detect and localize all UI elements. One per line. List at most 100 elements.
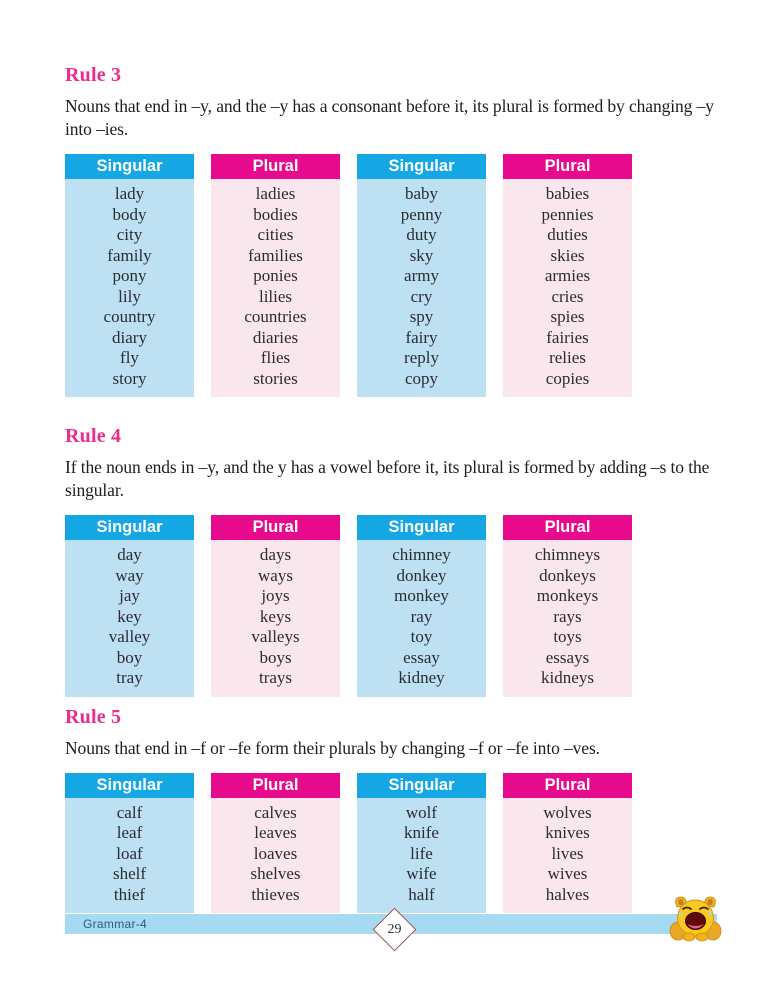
word-item: ladies — [255, 184, 296, 203]
word-item: army — [404, 266, 439, 285]
plural-column: Plural days ways joys keys valleys boys trays — [211, 515, 340, 697]
plural-header: Plural — [503, 154, 632, 179]
word-item: story — [112, 368, 147, 388]
word-item: copy — [404, 368, 439, 388]
word-item: diary — [112, 327, 147, 347]
word-item: body — [112, 204, 147, 224]
word-table-group: Singular day way jay key valley boy tray Plura… — [65, 515, 632, 697]
singular-header: Singular — [357, 515, 486, 540]
word-table-group: Singular lady body city family pony lily count… — [65, 154, 632, 397]
singular-header: Singular — [357, 772, 486, 798]
word-item: jay — [119, 586, 140, 605]
word-item: pennies — [541, 204, 594, 224]
word-item: relies — [549, 348, 586, 367]
rule-title: Rule 3 — [65, 64, 122, 86]
word-item: shelf — [112, 864, 147, 883]
word-item: calves — [254, 802, 297, 822]
word-item: fly — [120, 348, 139, 367]
plural-header: Plural — [211, 154, 340, 179]
singular-column: Singular wolf knife life wife half — [357, 772, 486, 913]
word-table-group: Singular calf leaf loaf shelf thief Plural c… — [65, 772, 632, 913]
word-item: thief — [113, 884, 146, 904]
footer-book-label: Grammar-4 — [83, 917, 148, 931]
word-item: calf — [116, 802, 143, 822]
word-item: knife — [404, 823, 439, 842]
rule-title: Rule 4 — [65, 425, 122, 447]
rule-title: Rule 5 — [65, 705, 122, 728]
word-item: country — [103, 307, 156, 326]
word-item: countries — [244, 307, 307, 326]
word-item: chimneys — [534, 545, 601, 564]
word-item: lilies — [258, 286, 293, 306]
word-item: chimney — [392, 545, 451, 564]
singular-words: day way jay key valley boy tray — [65, 540, 194, 697]
plural-words: calves leaves loaves shelves thieves — [211, 797, 340, 913]
word-item: valleys — [251, 627, 300, 646]
word-item: ray — [410, 606, 433, 626]
singular-words: lady body city family pony lily country diary fl… — [65, 179, 194, 397]
word-item: diaries — [252, 327, 299, 347]
word-item: lady — [114, 184, 145, 203]
word-item: ways — [258, 565, 293, 585]
word-item: spy — [409, 307, 434, 326]
word-item: penny — [400, 204, 443, 224]
page-number: 29 — [387, 921, 402, 937]
word-item: keys — [259, 606, 292, 626]
word-item: loaves — [253, 843, 298, 863]
word-item: families — [248, 245, 303, 265]
rule-section-3: Rule 3 Nouns that end in –y, and the –y … — [65, 64, 735, 397]
word-item: leaves — [254, 823, 297, 842]
word-item: monkey — [394, 586, 449, 605]
plural-header: Plural — [211, 515, 340, 540]
word-item: flies — [260, 348, 291, 367]
singular-column: Singular chimney donkey monkey ray toy essay k… — [357, 515, 486, 697]
plural-words: wolves knives lives wives halves — [503, 797, 632, 913]
word-item: kidney — [398, 668, 445, 687]
word-item: way — [115, 565, 144, 585]
word-item: sky — [409, 245, 434, 265]
word-item: ponies — [253, 266, 298, 285]
word-item: spies — [550, 307, 585, 326]
plural-column: Plural wolves knives lives wives halves — [503, 772, 632, 913]
singular-words: chimney donkey monkey ray toy essay kidney — [357, 540, 486, 697]
word-item: boys — [259, 647, 292, 667]
word-item: loaf — [116, 843, 143, 863]
word-item: rays — [553, 606, 582, 626]
word-item: duties — [547, 225, 588, 244]
word-item: skies — [550, 245, 585, 265]
word-item: city — [116, 225, 143, 244]
word-item: wife — [406, 864, 437, 883]
word-item: shelves — [250, 864, 301, 883]
word-item: duty — [406, 225, 437, 244]
plural-words: chimneys donkeys monkeys rays toys essays kidn… — [503, 540, 632, 697]
word-item: tray — [116, 668, 143, 687]
plural-column: Plural calves leaves loaves shelves thieves — [211, 772, 340, 913]
singular-header: Singular — [357, 154, 486, 179]
word-item: wives — [547, 864, 588, 883]
word-item: reply — [404, 348, 439, 367]
word-item: day — [117, 545, 142, 564]
singular-words: calf leaf loaf shelf thief — [65, 797, 194, 913]
word-item: donkey — [396, 565, 447, 585]
word-item: bodies — [253, 204, 298, 224]
word-item: cry — [410, 286, 433, 306]
word-item: fairies — [546, 327, 589, 347]
plural-words: babies pennies duties skies armies cries spies… — [503, 179, 632, 397]
singular-header: Singular — [65, 772, 194, 798]
word-item: babies — [545, 184, 590, 203]
plural-column: Plural babies pennies duties skies armies cri… — [503, 154, 632, 397]
singular-header: Singular — [65, 154, 194, 179]
word-item: halves — [545, 884, 590, 904]
word-item: stories — [253, 368, 298, 388]
singular-column: Singular lady body city family pony lily count… — [65, 154, 194, 397]
word-item: monkeys — [536, 586, 599, 605]
word-item: family — [107, 245, 152, 265]
plural-column: Plural chimneys donkeys monkeys rays toys ess… — [503, 515, 632, 697]
rule-description: Nouns that end in –y, and the –y has a c… — [65, 96, 714, 139]
word-item: trays — [258, 668, 293, 687]
word-item: copies — [545, 368, 590, 388]
word-item: fairy — [405, 327, 438, 347]
word-item: toy — [410, 627, 433, 646]
singular-header: Singular — [65, 515, 194, 540]
